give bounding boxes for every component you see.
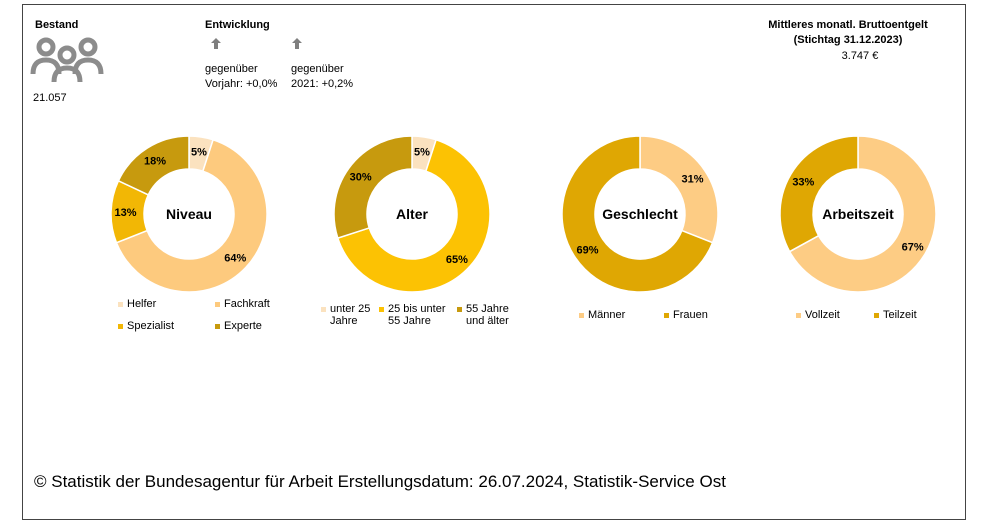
legend-marker bbox=[664, 313, 669, 318]
donut-segment bbox=[639, 135, 719, 244]
data-label: 13% bbox=[115, 207, 137, 219]
legend-label: Frauen bbox=[673, 309, 708, 321]
data-label: 64% bbox=[224, 252, 246, 264]
donut-hole bbox=[368, 170, 456, 258]
legend-marker bbox=[579, 313, 584, 318]
stichtag-text: gegenüber bbox=[291, 63, 344, 75]
legend-label: Spezialist bbox=[127, 320, 175, 332]
legend-label: unter 25 Jahre bbox=[330, 303, 371, 327]
legend-label: Männer bbox=[588, 309, 626, 321]
vorjahr-text: gegenüber bbox=[205, 63, 258, 75]
entgelt-value: 3.747 € bbox=[841, 50, 879, 62]
entgelt-title: Mittleres monatl. Bruttoentgelt bbox=[768, 19, 928, 31]
donut-segment bbox=[779, 135, 859, 253]
donut-hole bbox=[596, 170, 684, 258]
data-label: 65% bbox=[446, 254, 468, 266]
donut-segment bbox=[336, 138, 491, 293]
legend-item: unter 25 Jahre bbox=[321, 303, 373, 327]
data-label: 5% bbox=[414, 146, 430, 158]
legend-marker bbox=[118, 302, 123, 307]
entwicklung-label: Entwicklung bbox=[205, 19, 270, 31]
legend-item: Helfer bbox=[118, 298, 208, 310]
legend-marker bbox=[118, 324, 123, 329]
data-label: 31% bbox=[682, 173, 704, 185]
data-label: 5% bbox=[191, 146, 207, 158]
donut-hole bbox=[145, 170, 233, 258]
legend-item: Frauen bbox=[664, 309, 744, 321]
legend-marker bbox=[379, 307, 384, 312]
bestand-value: 21.057 bbox=[33, 92, 67, 104]
legend-item: Spezialist bbox=[118, 320, 208, 332]
legend-label: Teilzeit bbox=[883, 309, 917, 321]
legend-label: Experte bbox=[224, 320, 262, 332]
footer: © Statistik der Bundesagentur für Arbeit… bbox=[34, 472, 726, 491]
legend-label: 25 bis unter 55 Jahre bbox=[388, 303, 446, 327]
legend-item: Experte bbox=[215, 320, 305, 332]
legend-item: Männer bbox=[579, 309, 659, 321]
donut-title: Niveau bbox=[166, 206, 212, 222]
legend-marker bbox=[215, 302, 220, 307]
legend-label: Vollzeit bbox=[805, 309, 840, 321]
donut-segment bbox=[117, 135, 190, 196]
donut-segment bbox=[333, 135, 413, 240]
legend-label: 55 Jahre und älter bbox=[466, 303, 509, 327]
donut-segment bbox=[788, 135, 937, 293]
data-label: 69% bbox=[576, 245, 598, 257]
donut-segment bbox=[561, 135, 714, 293]
bestand-label: Bestand bbox=[35, 19, 79, 31]
legend-item: Teilzeit bbox=[874, 309, 944, 321]
legend-marker bbox=[215, 324, 220, 329]
legend-item: Vollzeit bbox=[796, 309, 866, 321]
data-label: 18% bbox=[144, 155, 166, 167]
entgelt-subtitle: (Stichtag 31.12.2023) bbox=[793, 34, 903, 46]
donut-title: Geschlecht bbox=[602, 206, 678, 222]
legend-marker bbox=[457, 307, 462, 312]
data-label: 67% bbox=[902, 241, 924, 253]
legend-item: 55 Jahre und älter bbox=[457, 303, 517, 327]
donut-segment bbox=[115, 138, 268, 293]
legend-marker bbox=[321, 307, 326, 312]
donut-hole bbox=[814, 170, 902, 258]
vorjahr-text: Vorjahr: +0,0% bbox=[205, 78, 278, 90]
donut-title: Alter bbox=[396, 206, 428, 222]
legend-label: Fachkraft bbox=[224, 298, 270, 310]
frame bbox=[22, 4, 966, 520]
donut-title: Arbeitszeit bbox=[822, 206, 894, 222]
data-label: 33% bbox=[792, 177, 814, 189]
legend-label: Helfer bbox=[127, 298, 157, 310]
stichtag-text: 2021: +0,2% bbox=[291, 78, 354, 90]
data-label: 30% bbox=[350, 172, 372, 184]
legend-marker bbox=[874, 313, 879, 318]
legend-item: Fachkraft bbox=[215, 298, 305, 310]
legend-item: 25 bis unter 55 Jahre bbox=[379, 303, 451, 327]
legend-marker bbox=[796, 313, 801, 318]
